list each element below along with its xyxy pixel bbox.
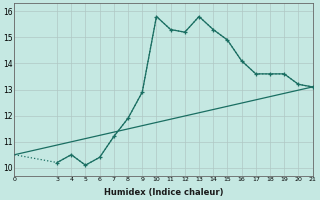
X-axis label: Humidex (Indice chaleur): Humidex (Indice chaleur) [104, 188, 223, 197]
